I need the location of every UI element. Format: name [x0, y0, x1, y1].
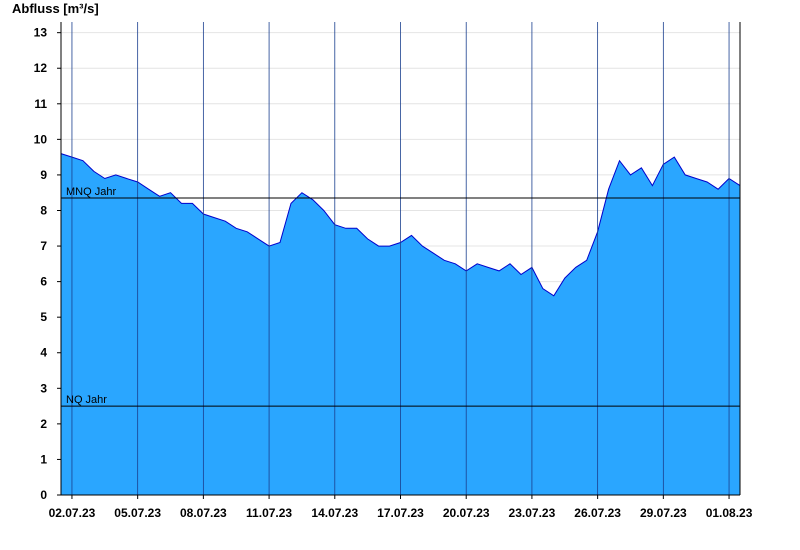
- y-tick-label: 0: [40, 488, 47, 502]
- x-tick-label: 26.07.23: [574, 506, 621, 520]
- y-tick-label: 12: [34, 61, 48, 75]
- y-tick-label: 3: [40, 381, 47, 395]
- x-tick-label: 08.07.23: [180, 506, 227, 520]
- y-tick-label: 8: [40, 203, 47, 217]
- reference-line-label: MNQ Jahr: [66, 186, 116, 198]
- x-tick-label: 20.07.23: [443, 506, 490, 520]
- x-tick-label: 02.07.23: [49, 506, 96, 520]
- y-tick-label: 5: [40, 310, 47, 324]
- y-tick-label: 13: [34, 26, 48, 40]
- y-axis-label: Abfluss [m³/s]: [12, 1, 99, 16]
- x-tick-label: 01.08.23: [706, 506, 753, 520]
- y-tick-label: 6: [40, 275, 47, 289]
- x-tick-label: 23.07.23: [509, 506, 556, 520]
- y-tick-label: 1: [40, 452, 47, 466]
- y-tick-label: 10: [34, 132, 48, 146]
- y-tick-label: 4: [40, 346, 47, 360]
- grid-layer: [71, 22, 730, 495]
- x-tick-labels: 02.07.23 05.07.23 08.07.23 11.07.23 14.07.23…: [49, 495, 753, 520]
- x-tick-label: 29.07.23: [640, 506, 687, 520]
- x-tick-label: 17.07.23: [377, 506, 424, 520]
- y-tick-label: 11: [34, 97, 47, 111]
- reference-line-label: NQ Jahr: [66, 394, 107, 406]
- y-tick-label: 2: [40, 417, 47, 431]
- x-tick-label: 14.07.23: [311, 506, 358, 520]
- y-tick-label: 9: [40, 168, 47, 182]
- reference-lines: MNQ Jahr NQ Jahr: [61, 186, 740, 407]
- x-tick-label: 11.07.23: [246, 506, 292, 520]
- x-tick-label: 05.07.23: [114, 506, 161, 520]
- y-tick-label: 7: [40, 239, 47, 253]
